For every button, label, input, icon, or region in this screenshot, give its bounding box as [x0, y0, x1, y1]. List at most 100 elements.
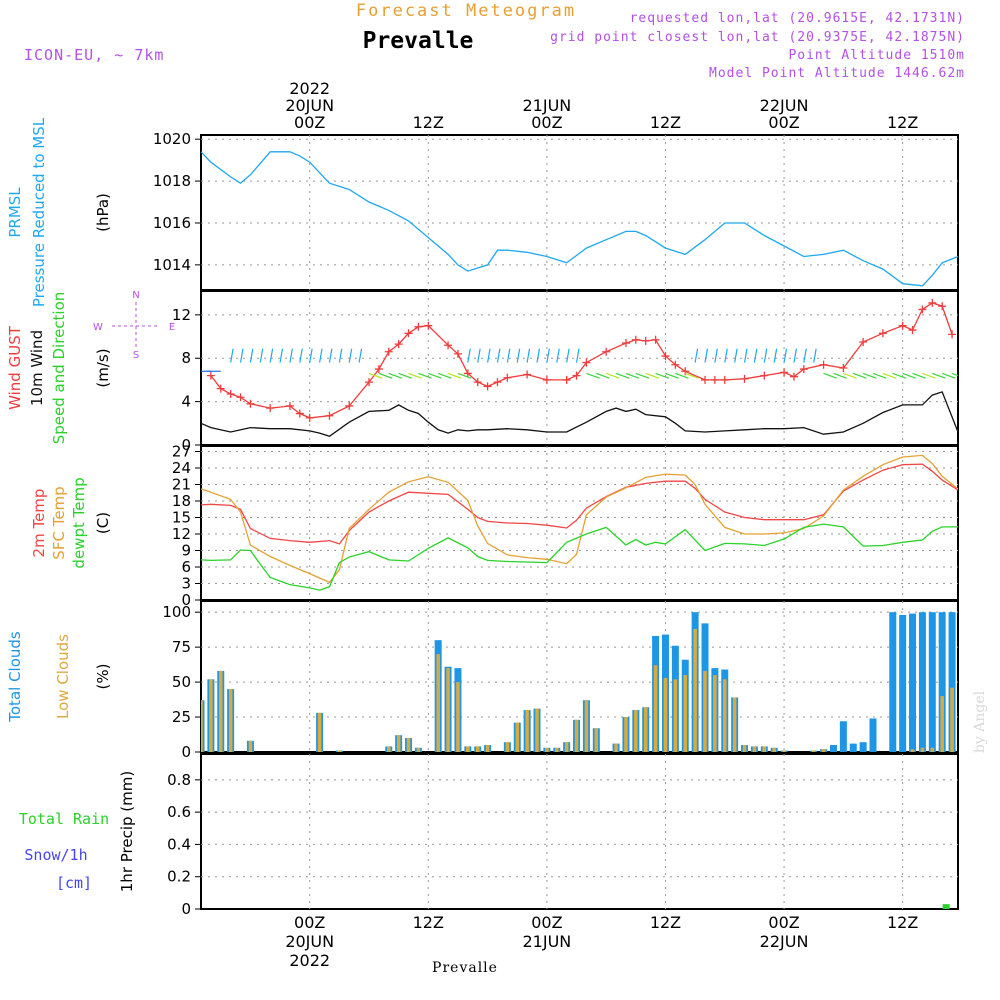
y-tick-label: 50 — [172, 673, 191, 691]
bar-low-clouds — [614, 743, 618, 752]
gust-marker — [928, 298, 937, 307]
gust-marker — [760, 371, 769, 380]
wind-arrow — [694, 348, 699, 363]
gust-marker — [483, 382, 492, 391]
time-label-bottom: 2022 — [289, 951, 330, 970]
panel-label: SFC Temp — [50, 486, 68, 559]
gust-marker — [305, 413, 314, 422]
wind-arrow — [575, 348, 580, 363]
gust-marker — [898, 321, 907, 330]
watermark: by Angel — [972, 690, 988, 753]
gust-marker — [295, 409, 304, 418]
panel-label: 10m Wind — [28, 330, 46, 406]
bar-low-clouds — [505, 742, 510, 752]
time-label-top: 21JUN — [523, 96, 572, 115]
wind-arrow — [249, 348, 254, 363]
y-tick-label: 8 — [181, 349, 191, 367]
gust-marker — [384, 347, 393, 356]
chart-title: Prevalle — [363, 28, 474, 54]
time-label-bottom: 00Z — [531, 913, 562, 932]
series-line-dewpt-temp — [201, 523, 958, 591]
wind-arrow — [259, 348, 264, 363]
panel-label: Pressure Reduced to MSL — [30, 117, 48, 307]
time-label-bottom: 21JUN — [523, 932, 572, 951]
bar-low-clouds — [545, 747, 549, 752]
panel-frame-precip — [200, 753, 959, 910]
bar-low-clouds — [634, 710, 638, 752]
wind-arrow — [447, 372, 462, 379]
bar-low-clouds — [811, 750, 816, 752]
bar-total-clouds — [869, 718, 877, 752]
wind-arrow — [596, 372, 610, 379]
wind-arrow — [685, 372, 699, 379]
bar-low-clouds — [920, 747, 925, 752]
wind-arrow — [506, 348, 511, 363]
footer-location: Prevalle — [432, 960, 498, 976]
gust-marker — [424, 321, 433, 330]
gust-marker — [216, 384, 225, 393]
wind-arrow — [388, 372, 403, 379]
wind-arrow — [358, 348, 363, 363]
wind-arrow — [328, 348, 333, 363]
wind-arrow — [496, 348, 501, 363]
wind-arrow — [487, 348, 491, 363]
gust-marker — [582, 358, 591, 367]
gust-marker — [641, 336, 650, 345]
wind-arrow — [437, 372, 452, 379]
time-label-top: 00Z — [768, 113, 799, 132]
gust-marker — [453, 349, 462, 358]
y-tick-label: 4 — [181, 393, 191, 411]
wind-arrow — [734, 348, 738, 363]
gust-marker — [740, 374, 749, 383]
bar-low-clouds — [248, 740, 253, 752]
bar-low-clouds — [821, 749, 826, 752]
bar-low-clouds — [436, 654, 440, 752]
wind-arrow — [477, 348, 481, 363]
wind-arrow — [793, 348, 797, 363]
bar-low-clouds — [624, 717, 628, 752]
y-tick-label: 100 — [162, 603, 191, 621]
wind-arrow — [239, 348, 244, 363]
wind-arrow — [269, 348, 274, 363]
precip-legend: Snow/1h — [24, 846, 87, 864]
panel-frame-temperature — [200, 445, 959, 601]
gust-marker — [463, 369, 472, 378]
gust-marker — [345, 401, 354, 410]
wind-arrow — [348, 348, 353, 363]
bar-low-clouds — [456, 682, 460, 752]
time-label-top: 22JUN — [760, 96, 809, 115]
wind-arrow — [724, 348, 728, 363]
y-tick-label: 1016 — [153, 214, 191, 232]
panel-label: PRMSL — [6, 187, 24, 238]
chart-subtitle: Forecast Meteogram — [356, 1, 576, 21]
bar-low-clouds — [209, 679, 213, 752]
y-tick-label: 0 — [181, 591, 191, 609]
gust-marker — [562, 375, 571, 384]
wind-arrow — [843, 372, 857, 379]
bar-low-clouds — [762, 746, 767, 752]
y-tick-label: 21 — [172, 476, 191, 494]
y-tick-label: 0 — [181, 900, 191, 918]
wind-arrow — [645, 372, 660, 379]
time-label-bottom: 12Z — [650, 913, 681, 932]
bar-total-rain — [942, 904, 950, 909]
series-line-10m-wind — [201, 391, 958, 438]
wind-arrow — [516, 348, 521, 363]
gust-marker — [325, 411, 334, 420]
bar-total-clouds — [899, 614, 907, 752]
wind-arrow — [882, 372, 897, 379]
gust-marker — [789, 372, 798, 381]
wind-arrow — [862, 372, 877, 379]
bar-low-clouds — [653, 665, 658, 752]
bar-low-clouds — [555, 747, 559, 752]
y-tick-label: 12 — [172, 525, 191, 543]
gust-marker — [710, 375, 719, 384]
gust-marker — [414, 322, 423, 331]
wind-arrow — [941, 372, 956, 379]
bar-total-clouds — [948, 612, 956, 752]
gust-marker — [266, 404, 275, 413]
gust-marker — [780, 368, 789, 377]
wind-arrow — [546, 348, 550, 363]
bar-total-clouds — [909, 613, 917, 752]
bar-low-clouds — [693, 628, 697, 752]
